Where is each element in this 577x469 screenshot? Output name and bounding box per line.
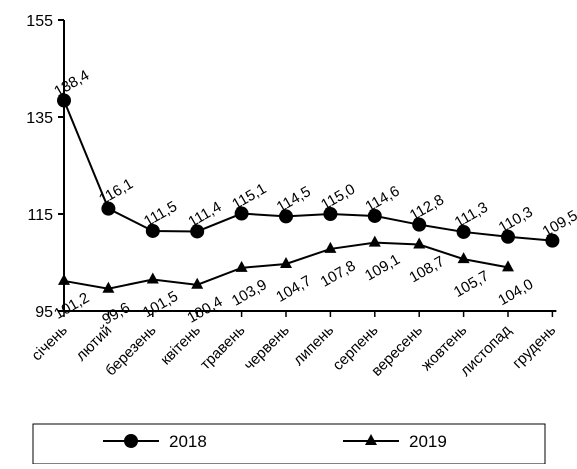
data-point-2019 xyxy=(280,256,292,268)
y-tick-label: 155 xyxy=(26,13,53,30)
data-point-2018 xyxy=(279,209,293,224)
data-point-2019 xyxy=(457,252,470,264)
x-tick-label: лютий xyxy=(73,322,116,365)
data-point-2018 xyxy=(545,233,560,248)
data-label-2019: 101,5 xyxy=(140,288,181,321)
data-point-2019 xyxy=(102,281,115,293)
data-label-2018: 138,4 xyxy=(51,67,92,100)
data-point-2018 xyxy=(234,206,249,221)
data-label-2019: 104,7 xyxy=(273,272,314,305)
data-point-2019 xyxy=(324,241,337,253)
legend-label-2019: 2019 xyxy=(409,432,447,451)
data-label-2019: 100,4 xyxy=(184,293,225,326)
data-label-2018: 112,8 xyxy=(407,191,447,224)
legend: 2018 2019 xyxy=(32,423,546,465)
data-point-2019 xyxy=(191,277,204,289)
axes xyxy=(58,19,557,317)
data-point-2018 xyxy=(101,201,116,216)
data-label-2019: 105,7 xyxy=(451,267,492,300)
data-point-2018 xyxy=(323,207,338,221)
x-tick-label: грудень xyxy=(509,322,559,372)
series-markers xyxy=(57,93,560,293)
data-label-2018: 115,0 xyxy=(318,181,358,214)
series-line-2018 xyxy=(63,100,553,242)
data-point-2019 xyxy=(413,237,426,249)
data-label-2018: 109,5 xyxy=(540,207,577,240)
data-label-2019: 101,2 xyxy=(51,289,92,322)
data-label-2019: 99,6 xyxy=(99,299,133,328)
data-point-2018 xyxy=(367,208,382,223)
data-point-2018 xyxy=(145,223,160,238)
data-label-2019: 109,1 xyxy=(362,251,403,284)
data-label-2019: 108,7 xyxy=(406,253,447,286)
data-label-2018: 115,1 xyxy=(229,180,269,213)
legend-label-2018: 2018 xyxy=(169,432,207,451)
data-point-2018 xyxy=(57,93,71,108)
data-point-2019 xyxy=(146,272,159,284)
legend-marker-2019 xyxy=(365,434,377,445)
data-label-2018: 111,5 xyxy=(141,198,180,230)
data-label-2018: 111,3 xyxy=(452,199,491,231)
data-point-2019 xyxy=(502,260,514,272)
data-label-2019: 104,0 xyxy=(495,276,536,309)
data-label-2018: 116,1 xyxy=(96,175,136,208)
data-point-2019 xyxy=(235,260,248,272)
y-tick-labels: 95 115 135 155 xyxy=(26,13,53,321)
data-point-2018 xyxy=(412,217,427,232)
x-tick-labels: січень лютийберезеньквітеньтравеньчервень… xyxy=(28,322,559,380)
x-tick-label: травень xyxy=(197,322,249,374)
legend-box xyxy=(32,423,546,465)
data-label-2018: 111,4 xyxy=(185,198,224,230)
data-label-2019: 107,8 xyxy=(318,257,359,290)
data-point-2019 xyxy=(58,273,70,285)
data-point-2018 xyxy=(190,224,205,239)
y-tick-label: 115 xyxy=(27,207,53,224)
data-point-2018 xyxy=(456,224,471,239)
data-label-2019: 103,9 xyxy=(229,276,270,309)
data-point-2018 xyxy=(501,229,515,244)
legend-marker-2018 xyxy=(124,434,138,448)
x-tick-label: січень xyxy=(28,322,71,365)
y-tick-label: 135 xyxy=(26,110,53,127)
data-point-2019 xyxy=(368,235,381,247)
x-tick-label: червень xyxy=(241,322,293,374)
y-tick-label: 95 xyxy=(35,304,53,321)
data-label-2018: 110,3 xyxy=(496,203,536,236)
data-label-2018: 114,5 xyxy=(274,183,314,216)
data-label-2018: 114,6 xyxy=(363,183,403,216)
